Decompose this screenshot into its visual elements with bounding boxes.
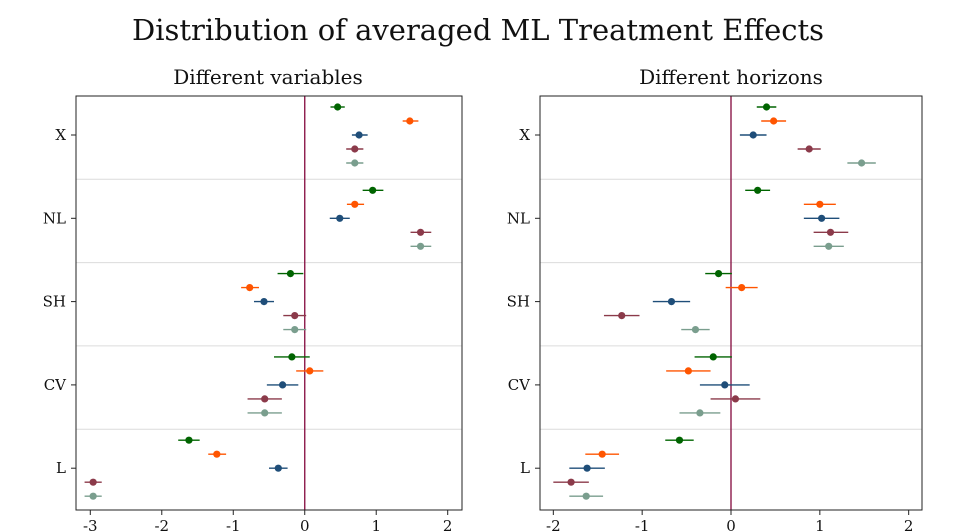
plot-frame bbox=[539, 95, 923, 511]
point-marker bbox=[351, 159, 359, 167]
panel-title: Different variables bbox=[173, 65, 363, 89]
point-marker bbox=[416, 242, 425, 250]
x-tick-label: -2 bbox=[154, 517, 169, 531]
point-marker bbox=[826, 228, 835, 236]
x-tick-label: 1 bbox=[815, 517, 825, 531]
y-tick-label: X bbox=[55, 126, 66, 144]
point-marker bbox=[675, 436, 684, 444]
x-tick-label: -3 bbox=[83, 517, 98, 531]
point-marker bbox=[306, 367, 314, 375]
point-marker bbox=[818, 214, 826, 222]
x-tick-label: 1 bbox=[371, 517, 381, 531]
panel-different-horizons: Different horizons X NL SH CV L -2 -1 0 1 2 bbox=[507, 65, 923, 531]
point-marker bbox=[825, 242, 833, 250]
group-labels: X NL SH CV L bbox=[507, 126, 540, 477]
point-marker bbox=[583, 464, 591, 472]
point-marker bbox=[336, 214, 344, 222]
point-marker bbox=[714, 270, 723, 278]
point-marker bbox=[89, 478, 97, 486]
point-marker bbox=[416, 228, 425, 236]
x-tick-label: 2 bbox=[443, 517, 453, 531]
point-marker bbox=[738, 284, 746, 292]
point-marker bbox=[709, 353, 717, 361]
y-tick-label: NL bbox=[43, 209, 66, 227]
figure-title: Distribution of averaged ML Treatment Ef… bbox=[132, 13, 824, 47]
point-marker bbox=[770, 117, 778, 125]
point-marker bbox=[351, 145, 359, 153]
x-tick-label: -1 bbox=[635, 517, 650, 531]
point-marker bbox=[291, 326, 299, 334]
point-marker bbox=[369, 186, 377, 194]
group-separators bbox=[76, 178, 462, 430]
x-tick-label: -1 bbox=[226, 517, 241, 531]
point-marker bbox=[185, 436, 193, 444]
point-marker bbox=[696, 409, 704, 417]
point-marker bbox=[355, 131, 363, 139]
marks bbox=[553, 103, 876, 500]
point-marker bbox=[288, 353, 296, 361]
point-marker bbox=[816, 200, 824, 208]
point-marker bbox=[278, 381, 287, 389]
y-tick-label: CV bbox=[508, 376, 531, 394]
point-marker bbox=[261, 395, 269, 403]
point-marker bbox=[334, 103, 342, 111]
point-marker bbox=[731, 395, 740, 403]
x-axis: -2 -1 0 1 2 bbox=[546, 510, 913, 531]
y-tick-label: L bbox=[56, 459, 66, 477]
point-marker bbox=[89, 492, 97, 500]
point-marker bbox=[598, 450, 606, 458]
y-tick-label: CV bbox=[44, 376, 67, 394]
y-tick-label: SH bbox=[43, 293, 66, 311]
y-tick-label: NL bbox=[507, 209, 530, 227]
x-axis: -3 -2 -1 0 1 2 bbox=[83, 510, 452, 531]
x-tick-label: 2 bbox=[904, 517, 914, 531]
point-marker bbox=[406, 117, 414, 125]
point-marker bbox=[762, 103, 771, 111]
point-marker bbox=[291, 312, 299, 320]
point-marker bbox=[246, 284, 254, 292]
point-marker bbox=[582, 492, 590, 500]
x-tick-label: -2 bbox=[546, 517, 561, 531]
point-marker bbox=[261, 409, 269, 417]
point-marker bbox=[567, 478, 575, 486]
point-marker bbox=[691, 326, 700, 334]
point-marker bbox=[721, 381, 729, 389]
y-tick-label: SH bbox=[507, 293, 530, 311]
marks bbox=[84, 103, 432, 500]
point-marker bbox=[749, 131, 757, 139]
point-marker bbox=[286, 270, 295, 278]
point-marker bbox=[260, 298, 268, 306]
point-marker bbox=[754, 186, 762, 194]
panel-title: Different horizons bbox=[639, 65, 823, 89]
group-labels: X NL SH CV L bbox=[43, 126, 76, 477]
point-marker bbox=[351, 200, 359, 208]
point-marker bbox=[857, 159, 866, 167]
y-tick-label: L bbox=[520, 459, 530, 477]
point-marker bbox=[274, 464, 282, 472]
x-tick-label: 0 bbox=[300, 517, 310, 531]
point-marker bbox=[684, 367, 692, 375]
point-marker bbox=[667, 298, 676, 306]
panel-different-variables: Different variables X NL SH CV L -3 -2 -1 0 1 2 bbox=[43, 65, 463, 531]
plot-frame bbox=[75, 95, 463, 511]
x-tick-label: 0 bbox=[726, 517, 736, 531]
point-marker bbox=[213, 450, 221, 458]
y-tick-label: X bbox=[519, 126, 530, 144]
point-marker bbox=[805, 145, 813, 153]
point-marker bbox=[618, 312, 626, 320]
